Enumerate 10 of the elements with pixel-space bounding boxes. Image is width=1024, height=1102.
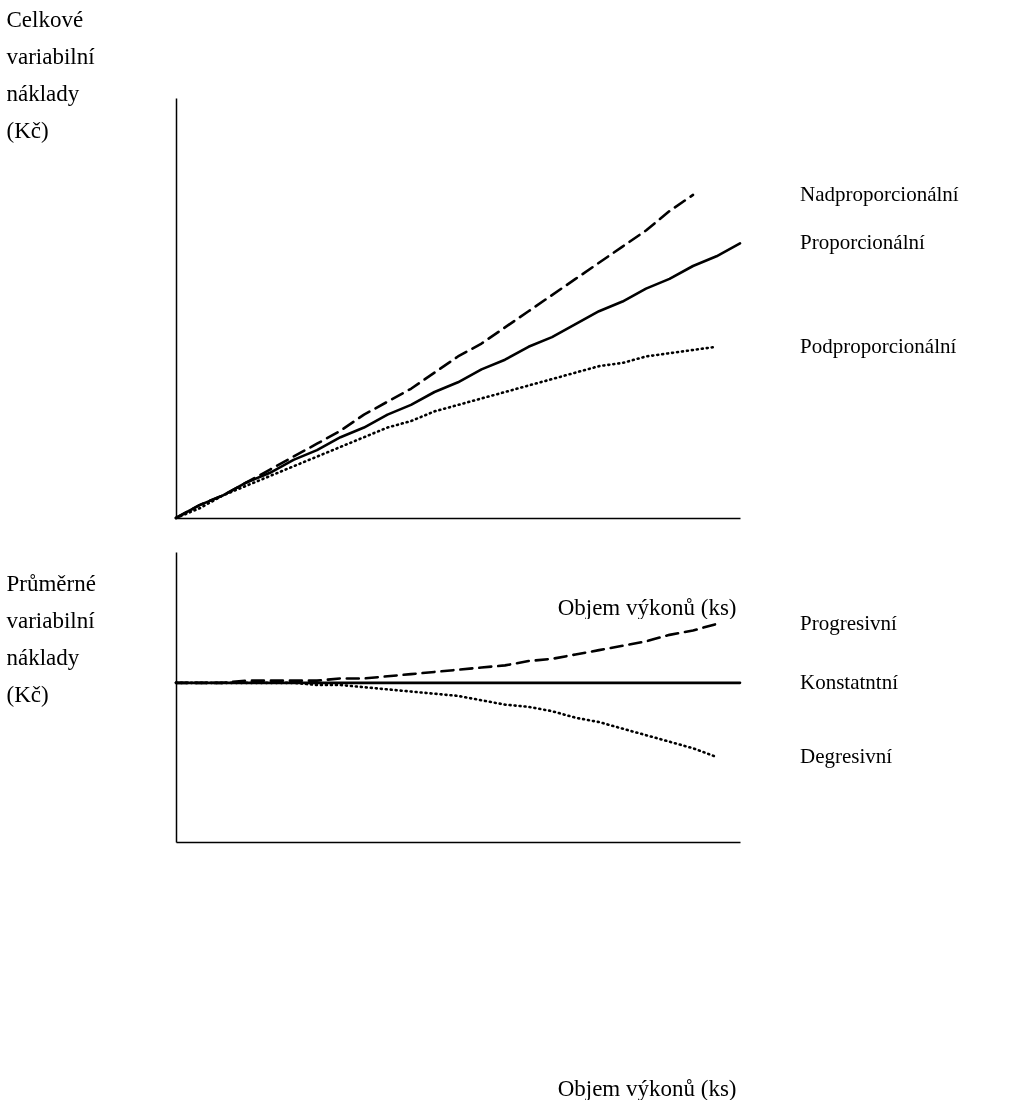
y-axis-title: Celkové variabilní náklady (Kč) xyxy=(6,6,96,143)
text: Podproporcionální xyxy=(800,333,957,358)
text: Proporcionální xyxy=(800,230,925,255)
text: Progresivní xyxy=(800,610,897,635)
text: Konstatntní xyxy=(800,669,899,694)
y-axis-title: Průměrné variabilní náklady (Kč) xyxy=(6,570,96,707)
x-axis-title: Objem výkonů (ks) xyxy=(557,594,737,620)
text: Nadproporcionální xyxy=(800,181,959,206)
text: Degresivní xyxy=(800,743,893,768)
x-axis-title: Objem výkonů (ks) xyxy=(557,1075,737,1101)
